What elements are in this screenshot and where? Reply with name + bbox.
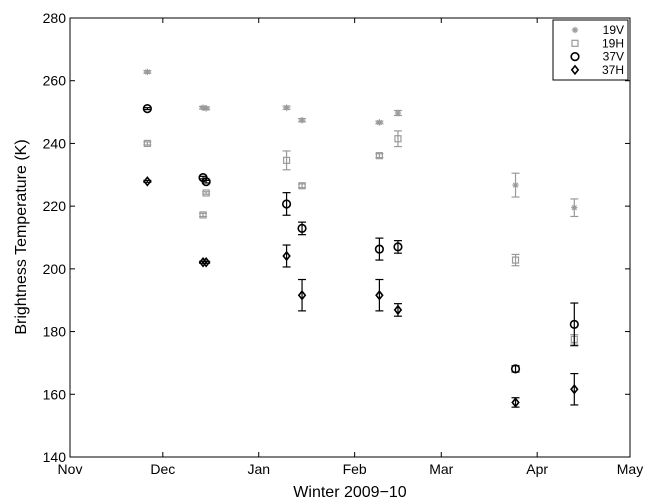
legend-marker-37v [570,51,580,62]
point-37v [569,319,579,329]
error-bar-19h [393,130,402,148]
axis-ticks: 140 160 180 200 220 240 260 280 Nov Dec Jan Feb Mar A… [43,10,644,477]
x-tick-label: Nov [58,461,83,477]
point-37h [511,397,520,408]
y-tick-label: 180 [43,324,67,340]
error-bar-37v [282,192,291,216]
point-37v [297,223,307,234]
legend-box [552,19,629,81]
legend-marker-19h [571,39,579,47]
point-37v [393,242,403,252]
error-bar-37h [282,244,291,268]
error-bar-37v [143,107,152,111]
point-19h [202,189,210,197]
point-37v [374,244,384,254]
x-axis-title: Winter 2009−10 [293,484,407,501]
point-37v [142,104,152,114]
point-19h [511,256,520,264]
y-tick-label: 160 [43,386,67,402]
legend-marker-37h [570,64,580,76]
point-37h [201,256,211,268]
point-37h [297,289,307,301]
point-19h [282,156,291,164]
y-tick-label: 260 [43,73,67,89]
legend-label: 19V [603,23,624,37]
x-tick-label: Dec [150,461,175,477]
point-19h [375,152,383,160]
legend-label: 37H [602,63,624,77]
x-tick-label: Apr [526,461,548,477]
x-tick-label: Jan [247,461,270,477]
point-37h [375,289,384,301]
x-tick-label: Feb [343,461,367,477]
point-37h [282,250,291,262]
point-19h [394,135,402,143]
x-tick-label: May [617,461,643,477]
error-bar-37h [570,372,579,406]
legend-label: 37V [603,50,624,64]
point-19v [283,104,290,111]
point-37v [510,364,521,374]
y-tick-label: 220 [43,198,67,214]
point-19v [512,181,519,189]
y-tick-label: 200 [43,261,67,277]
point-19v [144,68,151,76]
y-tick-label: 140 [43,449,67,465]
point-19h [143,139,151,148]
y-tick-label: 280 [43,10,67,26]
error-bar-37h [375,278,384,312]
error-bar-19h [282,150,291,171]
point-37h [570,383,579,395]
point-19v [298,117,306,124]
legend-label: 19H [602,36,624,50]
point-19v [376,119,383,126]
error-bar-37v [375,237,384,261]
point-19h [199,211,207,219]
point-37v [201,177,211,187]
error-bar-19h [511,253,520,267]
point-19h [298,182,306,190]
point-19v [394,109,402,117]
point-19v [571,204,578,211]
error-bar-37v [570,302,579,347]
x-tick-label: Mar [429,461,453,477]
y-axis-title: Brightness Temperature (K) [13,139,30,334]
error-bar-37v [202,179,211,184]
legend-marker-19v [571,26,579,34]
point-37h [143,176,152,187]
point-37v [281,199,292,209]
point-37h [393,304,403,316]
error-bar-37h [298,278,307,312]
point-19v [202,105,210,112]
data-marks [142,68,579,408]
y-tick-label: 240 [43,135,67,151]
plot-area [69,17,631,458]
